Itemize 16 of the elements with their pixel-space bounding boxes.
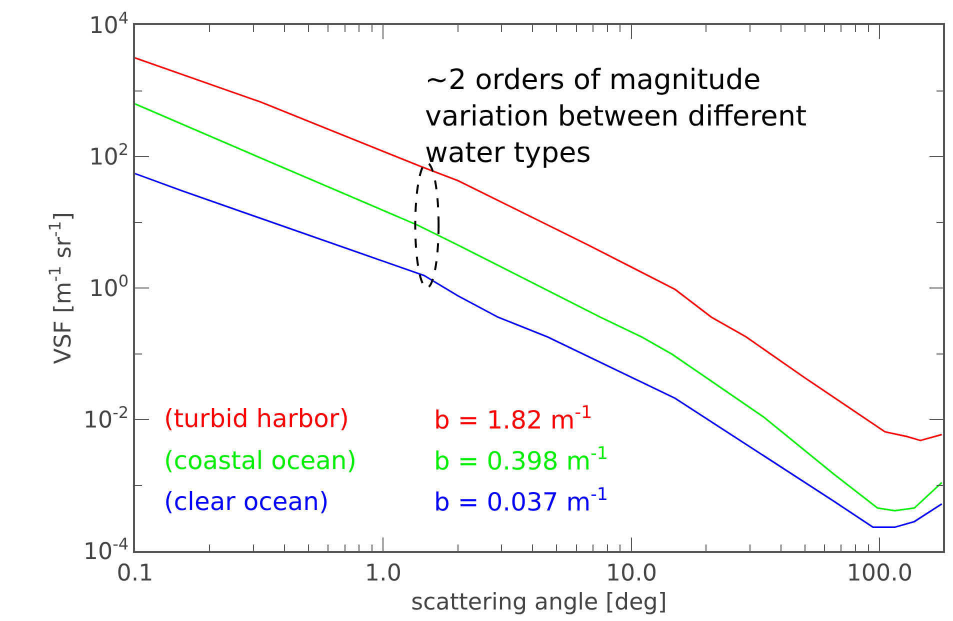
x-tick-label: 10.0 [606,560,658,586]
x-tick-label: 1.0 [364,560,402,586]
x-tick-label: 100.0 [846,560,913,586]
annotation: b = 0.037 m$^{-1}$ [434,485,608,516]
text: (clear ocean) [164,487,329,516]
x-tick-label: 0.1 [116,560,154,586]
x-axis-title: scattering angle [deg] [411,589,667,616]
annotation: ~2 orders of magnitude variation between different water types [425,63,807,169]
text: (turbid harbor) [164,404,349,433]
y-tick-label: 10$^{4}$ [89,8,129,40]
y-tick-label: 10$^{-2}$ [83,402,129,434]
text: (coastal ocean) [164,446,356,475]
y-tick-label: 10$^{0}$ [89,271,129,302]
y-tick-label: 10$^{2}$ [89,140,129,171]
annotation: b = 0.398 m$^{-1}$ [434,444,608,476]
annotation: b = 1.82 m$^{-1}$ [434,403,592,434]
